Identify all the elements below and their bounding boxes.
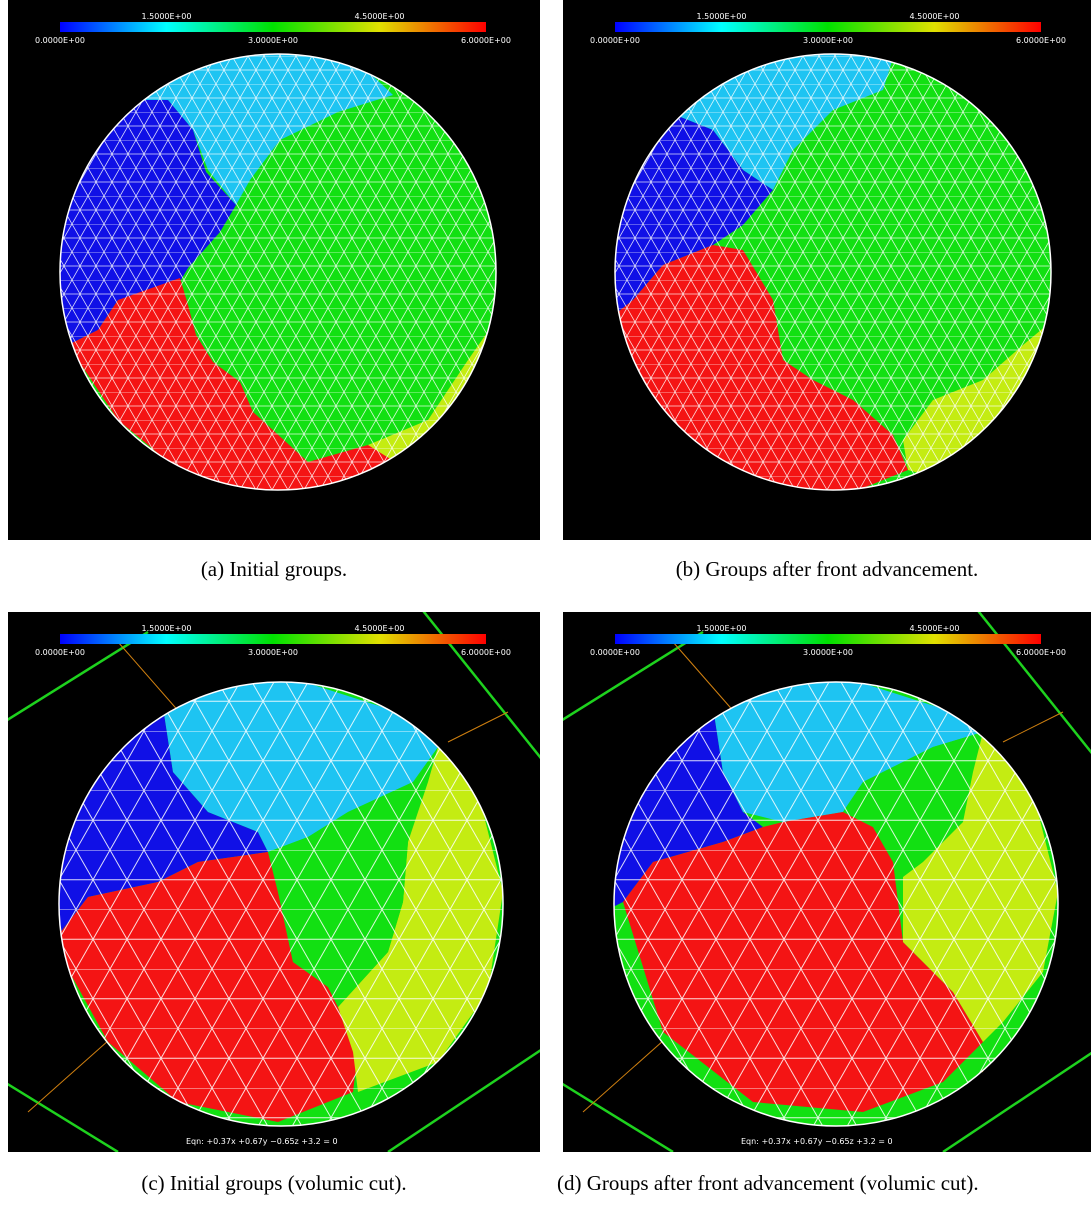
colorbar-tick-label: 3.0000E+00 bbox=[248, 648, 298, 657]
cut-plane-line bbox=[582, 1031, 674, 1113]
sphere bbox=[60, 54, 496, 490]
colorbar-tick-label: 3.0000E+00 bbox=[803, 36, 853, 45]
colorbar-tick-label: 3.0000E+00 bbox=[248, 36, 298, 45]
colorbar-tick-label: 0.0000E+00 bbox=[590, 648, 640, 657]
colorbar-tick-label: 3.0000E+00 bbox=[803, 648, 853, 657]
render: 0.0000E+00 1.5000E+00 3.0000E+00 4.5000E+00… bbox=[35, 12, 511, 491]
sphere-outline bbox=[58, 681, 504, 1127]
cut-plane-line bbox=[962, 591, 1091, 755]
cut-plane-line bbox=[942, 1051, 1091, 1154]
mesh-overlay bbox=[60, 54, 496, 490]
colorbar bbox=[60, 634, 486, 644]
colorbar-tick-label: 6.0000E+00 bbox=[1016, 648, 1066, 657]
mesh-overlay bbox=[615, 54, 1051, 490]
caption: (d) Groups after front advancement (volu… bbox=[557, 1171, 979, 1195]
colorbar-tick-label: 1.5000E+00 bbox=[142, 12, 192, 21]
mesh-overlay bbox=[59, 682, 503, 1126]
cut-plane-line bbox=[387, 1030, 569, 1154]
caption: (a) Initial groups. bbox=[200, 557, 348, 581]
cut-plane-line bbox=[542, 1070, 674, 1154]
colorbar bbox=[615, 22, 1041, 32]
sphere-outline bbox=[59, 53, 497, 491]
sphere bbox=[59, 682, 503, 1126]
colorbar-tick-label: 6.0000E+00 bbox=[461, 36, 511, 45]
cut-plane-line bbox=[27, 1031, 119, 1113]
colorbar-tick-label: 1.5000E+00 bbox=[697, 12, 747, 21]
panel-image: 0.0000E+00 1.5000E+00 3.0000E+00 4.5000E+00… bbox=[0, 591, 569, 1154]
render: 0.0000E+00 1.5000E+00 3.0000E+00 4.5000E+00… bbox=[542, 591, 1091, 1154]
colorbar-tick-label: 6.0000E+00 bbox=[461, 648, 511, 657]
colorbar-tick-label: 4.5000E+00 bbox=[355, 624, 405, 633]
panel-image: 0.0000E+00 1.5000E+00 3.0000E+00 4.5000E+00… bbox=[563, 0, 1091, 540]
render: 0.0000E+00 1.5000E+00 3.0000E+00 4.5000E+00… bbox=[590, 12, 1066, 491]
cut-plane-line bbox=[542, 630, 704, 734]
panel-image: 0.0000E+00 1.5000E+00 3.0000E+00 4.5000E+00… bbox=[8, 0, 540, 540]
colorbar-tick-label: 6.0000E+00 bbox=[1016, 36, 1066, 45]
cut-plane-line bbox=[1002, 711, 1064, 743]
colorbar-tick-label: 0.0000E+00 bbox=[590, 36, 640, 45]
caption: (c) Initial groups (volumic cut). bbox=[141, 1171, 407, 1195]
render: 0.0000E+00 1.5000E+00 3.0000E+00 4.5000E+00… bbox=[0, 591, 569, 1154]
colorbar-tick-label: 0.0000E+00 bbox=[35, 36, 85, 45]
colorbar-tick-label: 1.5000E+00 bbox=[697, 624, 747, 633]
cut-plane-line bbox=[0, 1077, 119, 1154]
sphere bbox=[615, 54, 1051, 490]
cut-plane-line bbox=[0, 630, 149, 726]
sphere bbox=[614, 682, 1058, 1126]
sphere-outline bbox=[613, 681, 1059, 1127]
cut-plane-line bbox=[447, 711, 509, 743]
colorbar bbox=[60, 22, 486, 32]
sphere-outline bbox=[614, 53, 1052, 491]
panel-image: 0.0000E+00 1.5000E+00 3.0000E+00 4.5000E+00… bbox=[542, 591, 1091, 1154]
mesh-overlay bbox=[614, 682, 1058, 1126]
equation: Eqn: +0.37x +0.67y −0.65z +3.2 = 0 bbox=[741, 1137, 893, 1146]
colorbar-tick-label: 4.5000E+00 bbox=[910, 624, 960, 633]
colorbar-tick-label: 4.5000E+00 bbox=[910, 12, 960, 21]
equation: Eqn: +0.37x +0.67y −0.65z +3.2 = 0 bbox=[186, 1137, 338, 1146]
colorbar bbox=[615, 634, 1041, 644]
colorbar-tick-label: 0.0000E+00 bbox=[35, 648, 85, 657]
caption: (b) Groups after front advancement. bbox=[675, 557, 979, 581]
colorbar-tick-label: 4.5000E+00 bbox=[355, 12, 405, 21]
colorbar-tick-label: 1.5000E+00 bbox=[142, 624, 192, 633]
